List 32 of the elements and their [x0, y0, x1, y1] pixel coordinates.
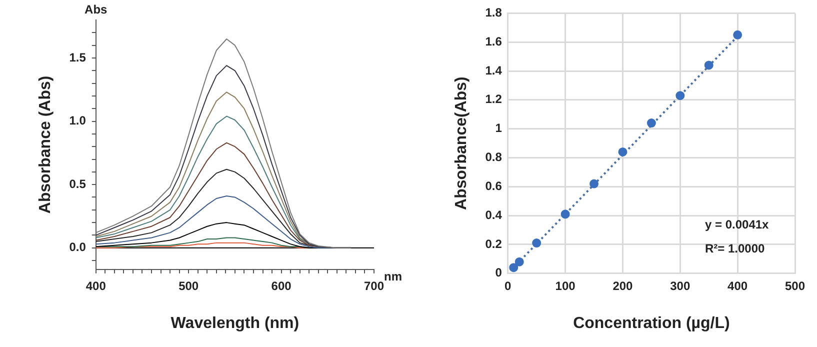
- x-axis-title: Concentration (µg/L): [573, 314, 730, 332]
- y-tick-label: 1.0: [69, 114, 86, 128]
- x-tick-label: 200: [612, 278, 634, 293]
- x-tick-label: 700: [364, 278, 384, 293]
- x-tick-label: 100: [555, 278, 576, 293]
- y-tick-label: 0.5: [69, 176, 86, 191]
- y-tick-label: 1.5: [69, 50, 86, 64]
- y-tick-label: 0: [495, 266, 502, 280]
- y-tick-label: 1.8: [485, 6, 502, 20]
- x-tick-label: 500: [178, 278, 199, 293]
- y-tick-label: 1: [495, 121, 502, 136]
- y-tick-label: 1.4: [485, 63, 502, 78]
- y-tick-label: 0.2: [485, 236, 502, 251]
- y-axis-title: Absorbance(Abs): [453, 76, 470, 210]
- x-tick-label: 500: [784, 278, 806, 293]
- x-tick-label: 400: [728, 278, 748, 293]
- annotation: R²= 1.0000: [705, 242, 766, 256]
- x-tick-label: 600: [271, 278, 292, 293]
- y-tick-label: 0.8: [485, 150, 502, 164]
- y-tick-label: 0.0: [69, 240, 86, 254]
- text: nm: [384, 270, 402, 284]
- x-tick-label: 400: [86, 278, 106, 293]
- y-axis-title: Absorbance (Abs): [37, 76, 54, 214]
- x-tick-label: 300: [670, 278, 690, 293]
- x-tick-label: 0: [504, 278, 512, 293]
- x-axis-title: Wavelength (nm): [170, 314, 300, 332]
- text: Abs: [84, 2, 108, 16]
- y-tick-label: 1.6: [485, 34, 502, 48]
- y-tick-label: 0.6: [485, 178, 502, 193]
- y-tick-label: 1.2: [485, 92, 502, 106]
- annotation: y = 0.0041x: [705, 218, 770, 232]
- y-tick-label: 0.4: [485, 208, 502, 222]
